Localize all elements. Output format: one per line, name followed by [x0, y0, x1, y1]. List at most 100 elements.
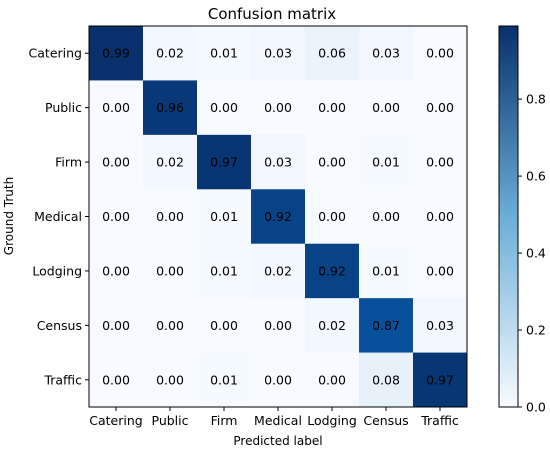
heatmap-cell [305, 80, 360, 136]
heatmap-cell [143, 298, 198, 354]
cell-value-label: 0.03 [264, 155, 292, 170]
cell-value-label: 0.00 [426, 155, 454, 170]
heatmap-cell [89, 243, 144, 299]
cell-value-label: 0.00 [210, 318, 238, 333]
cell-value-label: 0.02 [156, 155, 184, 170]
cell-value-label: 0.01 [210, 372, 238, 387]
cell-value-label: 0.00 [156, 372, 184, 387]
heatmap-cell [197, 243, 252, 299]
heatmap-cell [413, 26, 468, 81]
cell-value-label: 0.00 [264, 100, 292, 115]
heatmap-cell [359, 243, 414, 299]
cell-value-label: 0.00 [102, 372, 130, 387]
heatmap-cell [143, 352, 198, 408]
cell-value-label: 0.97 [426, 372, 454, 387]
heatmap-cell [197, 26, 252, 81]
heatmap-cell [197, 80, 252, 136]
cell-value-label: 0.00 [102, 318, 130, 333]
heatmap-cell [251, 26, 306, 81]
heatmap-cell [251, 189, 306, 245]
heatmap-cell [251, 352, 306, 408]
y-tick-label: Firm [55, 155, 82, 170]
cell-value-label: 0.00 [372, 100, 400, 115]
x-tick-label: Census [363, 413, 408, 428]
x-tick-label: Firm [211, 413, 238, 428]
colorbar-tick-label: 0.2 [526, 323, 546, 338]
y-axis-label: Ground Truth [2, 177, 16, 255]
heatmap-cell [251, 80, 306, 136]
heatmap-cells [89, 26, 468, 408]
cell-value-label: 0.99 [102, 46, 130, 61]
y-tick-label: Census [37, 318, 82, 333]
heatmap-cell [359, 134, 414, 190]
heatmap-cell [143, 26, 198, 81]
heatmap-cell [359, 80, 414, 136]
y-tick-label: Public [45, 100, 82, 115]
cell-value-label: 0.03 [372, 46, 400, 61]
heatmap-cell [143, 134, 198, 190]
y-tick-label: Catering [29, 46, 82, 61]
heatmap-cell [197, 352, 252, 408]
cell-value-label: 0.08 [372, 372, 400, 387]
cell-value-label: 0.00 [156, 209, 184, 224]
cell-value-label: 0.96 [156, 100, 184, 115]
cell-value-label: 0.01 [372, 263, 400, 278]
heatmap-cell [197, 134, 252, 190]
y-tick-label: Lodging [32, 263, 82, 278]
heatmap-cell [413, 80, 468, 136]
cell-value-label: 0.03 [426, 318, 454, 333]
cell-value-label: 0.00 [426, 209, 454, 224]
heatmap-cell [143, 243, 198, 299]
x-tick-label: Catering [89, 413, 142, 428]
colorbar [498, 25, 519, 408]
cell-value-label: 0.01 [372, 155, 400, 170]
cell-value-label: 0.00 [264, 318, 292, 333]
colorbar-tick-label: 0.4 [526, 246, 546, 261]
cell-value-label: 0.00 [264, 372, 292, 387]
cell-value-label: 0.02 [156, 46, 184, 61]
cell-value-label: 0.92 [264, 209, 292, 224]
heatmap-cell [89, 134, 144, 190]
heatmap-cell [359, 298, 414, 354]
heatmap-cell [251, 243, 306, 299]
x-tick-label: Medical [254, 413, 302, 428]
cell-value-label: 0.92 [318, 263, 346, 278]
cell-value-label: 0.87 [372, 318, 400, 333]
colorbar-tick-label: 0.8 [526, 92, 546, 107]
heatmap-cell [359, 26, 414, 81]
cell-value-label: 0.97 [210, 155, 238, 170]
cell-value-label: 0.00 [156, 263, 184, 278]
cell-value-labels: 0.99 0.02 0.01 0.03 0.06 0.03 0.00 0.00 0.96 0.00… [102, 46, 454, 388]
cell-value-label: 0.00 [318, 100, 346, 115]
heatmap-cell [89, 352, 144, 408]
cell-value-label: 0.01 [210, 46, 238, 61]
colorbar-tick-label: 0.6 [526, 169, 546, 184]
cell-value-label: 0.00 [372, 209, 400, 224]
y-axis-ticks: Catering Public Firm Medical Lodging Census Tr… [29, 46, 89, 387]
cell-value-label: 0.00 [426, 263, 454, 278]
heatmap-cell [305, 243, 360, 299]
x-axis-label: Predicted label [233, 434, 322, 448]
cell-value-label: 0.00 [102, 155, 130, 170]
heatmap-cell [251, 134, 306, 190]
heatmap-cell [197, 298, 252, 354]
cell-value-label: 0.02 [318, 318, 346, 333]
colorbar-ticks: 0.0 0.2 0.4 0.6 0.8 [518, 92, 546, 415]
cell-value-label: 0.01 [210, 209, 238, 224]
x-axis-ticks: Catering Public Firm Medical Lodging Census Tr… [89, 407, 459, 428]
cell-value-label: 0.02 [264, 263, 292, 278]
heatmap-cell [305, 134, 360, 190]
y-tick-label: Medical [34, 209, 82, 224]
heatmap-cell [143, 80, 198, 136]
heatmap-cell [143, 189, 198, 245]
cell-value-label: 0.03 [264, 46, 292, 61]
heatmap-cell [89, 26, 144, 81]
chart-title: Confusion matrix [208, 5, 336, 23]
cell-value-label: 0.00 [318, 155, 346, 170]
heatmap-cell [359, 352, 414, 408]
heatmap-cell [413, 298, 468, 354]
cell-value-label: 0.00 [426, 100, 454, 115]
colorbar-tick-label: 0.0 [526, 400, 546, 415]
